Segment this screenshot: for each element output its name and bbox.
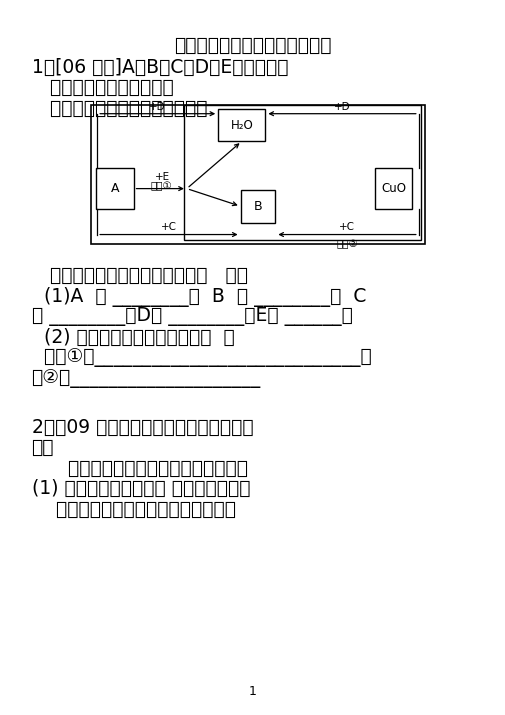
- Bar: [240, 190, 275, 222]
- Text: 反应①: 反应①: [150, 181, 172, 191]
- Text: 它们之间的转化关系如图所示：: 它们之间的转化关系如图所示：: [31, 99, 207, 118]
- Text: 学的: 学的: [31, 438, 54, 457]
- Text: 为 ________，D为 ________，E为 ______。: 为 ________，D为 ________，E为 ______。: [31, 307, 351, 326]
- Bar: [374, 168, 412, 209]
- Text: +E: +E: [155, 172, 170, 182]
- Bar: [184, 104, 420, 240]
- Text: 1、[06 雅安]A、B、C、D、E是初中化学: 1、[06 雅安]A、B、C、D、E是初中化学: [31, 58, 287, 77]
- Text: +C: +C: [161, 222, 177, 232]
- Text: H₂O: H₂O: [230, 119, 252, 132]
- Text: +C: +C: [338, 222, 355, 232]
- Text: +D: +D: [149, 102, 166, 112]
- Text: (1) 若丙是最轻的气体， 是公认的最清洁: (1) 若丙是最轻的气体， 是公认的最清洁: [31, 479, 249, 498]
- Text: +D: +D: [333, 102, 349, 112]
- Text: 中常见的五种无色气体，: 中常见的五种无色气体，: [31, 79, 173, 97]
- Text: 反应②: 反应②: [335, 240, 357, 250]
- Text: (1)A  为 ________，  B  为 ________，  C: (1)A 为 ________， B 为 ________， C: [31, 287, 365, 307]
- Text: 燃料，写出符合此转化关系的一个化: 燃料，写出符合此转化关系的一个化: [31, 500, 235, 518]
- Text: 请写出你的推断结果（写化学式   ）：: 请写出你的推断结果（写化学式 ）：: [31, 266, 247, 285]
- Bar: [96, 168, 133, 209]
- Bar: [218, 109, 265, 142]
- Text: (2) 写出下列转变的化学方程式  ：: (2) 写出下列转变的化学方程式 ：: [31, 327, 234, 347]
- Text: B: B: [253, 199, 262, 213]
- Text: 应②：____________________: 应②：____________________: [31, 369, 260, 388]
- Text: 2、（09 厦门）甲、乙、丙、丁是初中化: 2、（09 厦门）甲、乙、丙、丁是初中化: [31, 418, 252, 437]
- Text: 推断题（碳及其氧化物、金属）: 推断题（碳及其氧化物、金属）: [174, 36, 331, 55]
- Text: CuO: CuO: [380, 182, 406, 195]
- Text: 1: 1: [248, 685, 257, 698]
- Text: 常见物质，它们有右图的转化关系：: 常见物质，它们有右图的转化关系：: [31, 458, 247, 478]
- Bar: [91, 105, 424, 244]
- Text: A: A: [111, 182, 119, 195]
- Text: 反应①：____________________________反: 反应①：____________________________反: [31, 348, 371, 368]
